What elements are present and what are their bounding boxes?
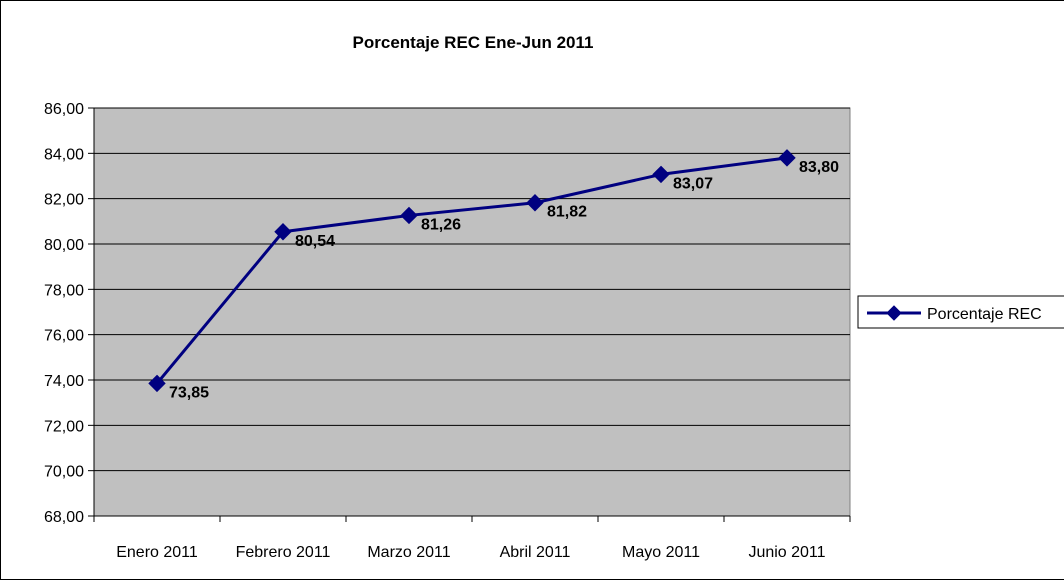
data-point-marker — [148, 374, 166, 393]
data-point-marker — [778, 149, 796, 167]
legend-label: Porcentaje REC — [927, 306, 1042, 323]
x-axis-tick-labels: Enero 2011 Febrero 2011 Marzo 2011 Abril 20… — [116, 544, 825, 561]
y-tick-label: 78,00 — [44, 282, 84, 299]
y-tick-label: 70,00 — [44, 464, 84, 481]
data-label: 83,07 — [673, 175, 713, 192]
y-axis-tick-labels: 68,00 70,00 72,00 74,00 76,00 78,00 80,00 82,00… — [44, 101, 84, 526]
data-label: 81,26 — [421, 216, 461, 233]
y-tick-label: 82,00 — [44, 192, 84, 209]
series-line — [155, 156, 788, 385]
plot-area — [93, 107, 851, 517]
y-tick-label: 74,00 — [44, 373, 84, 390]
legend-marker-diamond-icon — [886, 305, 902, 321]
x-tick-label: Enero 2011 — [116, 544, 198, 561]
y-tick-label: 84,00 — [44, 146, 84, 163]
y-tick-label: 86,00 — [44, 101, 84, 118]
data-point-marker — [274, 223, 292, 241]
x-tick-label: Junio 2011 — [748, 544, 825, 561]
gridlines — [94, 107, 850, 472]
chart-title: Porcentaje REC Ene-Jun 2011 — [353, 33, 594, 52]
data-labels: 73,85 80,54 81,26 81,82 83,07 83,80 — [169, 159, 839, 402]
y-tick-label: 68,00 — [44, 509, 84, 526]
data-point-marker — [526, 194, 544, 212]
data-label: 83,80 — [799, 159, 839, 176]
x-tick-label: Mayo 2011 — [622, 544, 700, 561]
y-tick-label: 72,00 — [44, 418, 84, 435]
data-point-marker — [652, 165, 670, 184]
x-tick-label: Abril 2011 — [500, 544, 571, 561]
y-tick-label: 80,00 — [44, 237, 84, 254]
data-label: 80,54 — [295, 233, 335, 250]
x-tick-label: Marzo 2011 — [367, 544, 450, 561]
y-tick-label: 76,00 — [44, 328, 84, 345]
legend: Porcentaje REC — [857, 295, 1064, 329]
axes — [88, 107, 851, 522]
data-label: 73,85 — [169, 384, 209, 401]
data-label: 81,82 — [547, 204, 587, 221]
series-porcentaje-rec — [148, 149, 796, 393]
x-tick-label: Febrero 2011 — [236, 544, 331, 561]
data-point-marker — [400, 206, 418, 225]
